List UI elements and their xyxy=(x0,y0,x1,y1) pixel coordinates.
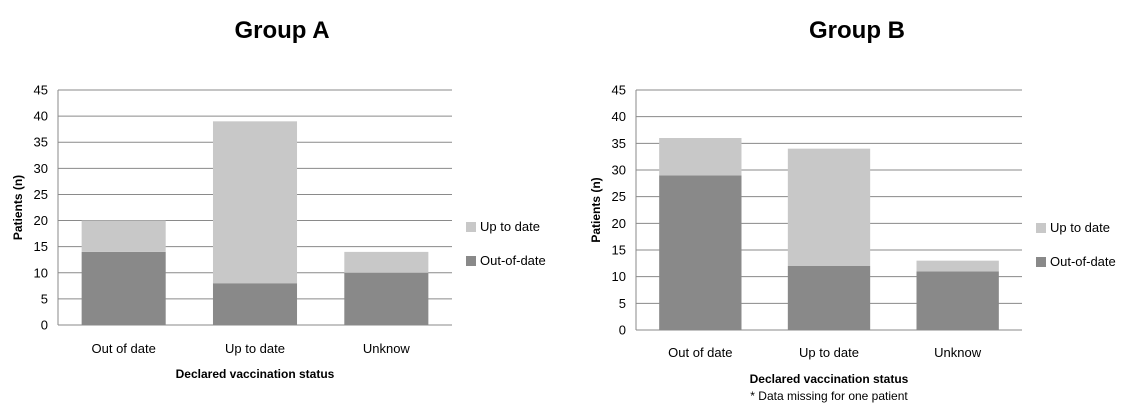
x-tick-label: Up to date xyxy=(225,341,285,356)
x-tick-label: Out of date xyxy=(92,341,156,356)
y-tick-label: 30 xyxy=(612,163,626,178)
x-tick-label: Out of date xyxy=(668,345,732,360)
y-tick-label: 0 xyxy=(41,318,48,333)
legend-up-to-date-label: Up to date xyxy=(480,219,540,234)
legend-out-of-date-swatch xyxy=(1036,257,1046,267)
footnote: * Data missing for one patient xyxy=(750,389,908,403)
x-tick-label: Up to date xyxy=(799,345,859,360)
y-axis-label: Patients (n) xyxy=(11,175,25,240)
legend-up-to-date-swatch xyxy=(1036,223,1046,233)
chart-svg: Group B 0 5 10 15 20 25 30 35 40 45 Patients (n) Out… xyxy=(589,17,1116,403)
bar-up-to-date xyxy=(81,220,166,252)
y-tick-label: 45 xyxy=(34,83,48,98)
chart-title: Group A xyxy=(234,17,329,44)
y-tick-label: 35 xyxy=(34,135,48,150)
chart-group-b: Group B 0 5 10 15 20 25 30 35 40 45 Patients (n) Out… xyxy=(565,0,1130,405)
bar-out-of-date xyxy=(916,271,999,330)
bar-up-to-date xyxy=(344,251,429,273)
x-axis-label: Declared vaccination status xyxy=(176,367,335,381)
y-tick-label: 0 xyxy=(619,323,626,338)
y-tick-label: 40 xyxy=(34,109,48,124)
y-tick-label: 25 xyxy=(34,187,48,202)
bar-up-to-date xyxy=(787,148,871,266)
y-tick-label: 15 xyxy=(612,243,626,258)
y-tick-label: 35 xyxy=(612,136,626,151)
y-tick-label: 30 xyxy=(34,161,48,176)
bar-out-of-date xyxy=(659,175,742,330)
y-tick-label: 45 xyxy=(612,83,626,98)
bar-out-of-date xyxy=(81,251,166,325)
y-tick-label: 20 xyxy=(34,213,48,228)
y-tick-label: 5 xyxy=(619,296,626,311)
bar-out-of-date xyxy=(344,272,429,325)
y-tick-label: 5 xyxy=(41,291,48,306)
chart-group-a: Group A 0 5 10 15 20 25 30 35 40 45 Patients (n) Out… xyxy=(11,17,546,381)
chart-svg: Group A 0 5 10 15 20 25 30 35 40 45 Patients (n) Out… xyxy=(11,17,546,381)
chart-title: Group B xyxy=(809,17,905,44)
legend-out-of-date-label: Out-of-date xyxy=(1050,254,1116,269)
x-tick-label: Unknow xyxy=(934,345,982,360)
y-tick-label: 40 xyxy=(612,109,626,124)
bar-out-of-date xyxy=(787,266,871,330)
bar-out-of-date xyxy=(212,283,298,325)
y-tick-label: 10 xyxy=(34,265,48,280)
y-axis-label: Patients (n) xyxy=(589,177,603,242)
legend-up-to-date-label: Up to date xyxy=(1050,220,1110,235)
legend-out-of-date-label: Out-of-date xyxy=(480,253,546,268)
x-tick-label: Unknow xyxy=(363,341,411,356)
legend-out-of-date-swatch xyxy=(466,256,476,266)
bar-up-to-date xyxy=(212,121,298,284)
y-tick-label: 10 xyxy=(612,269,626,284)
x-axis-label: Declared vaccination status xyxy=(750,372,909,386)
y-tick-label: 20 xyxy=(612,216,626,231)
bar-up-to-date xyxy=(916,260,999,272)
bar-up-to-date xyxy=(659,138,742,176)
legend-up-to-date-swatch xyxy=(466,222,476,232)
y-tick-label: 25 xyxy=(612,189,626,204)
y-tick-label: 15 xyxy=(34,239,48,254)
